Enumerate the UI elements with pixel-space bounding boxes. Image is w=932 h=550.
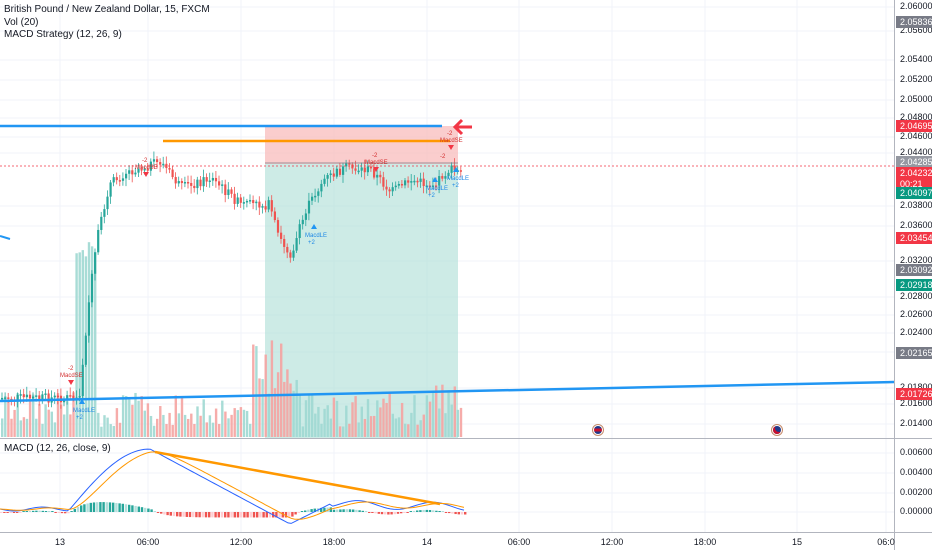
svg-text:+2: +2 <box>76 415 84 421</box>
svg-text:-2: -2 <box>372 153 378 159</box>
svg-text:MacdLE: MacdLE <box>305 233 327 239</box>
signal-line <box>0 451 465 520</box>
svg-text:-2: -2 <box>447 131 453 137</box>
time-tick: 06:00 <box>507 537 531 547</box>
divergence-trendline[interactable] <box>154 450 441 506</box>
time-tick: 12:00 <box>229 537 253 547</box>
price-axis-border <box>894 0 895 550</box>
macd-tick: 0.00000 <box>900 506 932 516</box>
price-tick: 2.01600 <box>900 398 932 408</box>
price-tick: 2.02600 <box>900 309 932 319</box>
macd-tick: 0.00600 <box>900 447 932 457</box>
svg-text:+2: +2 <box>428 193 436 199</box>
price-tick: 2.04600 <box>900 131 932 141</box>
macd-pane[interactable] <box>0 439 894 532</box>
price-badge: 2.02165 <box>896 347 932 359</box>
time-tick: 06:0 <box>877 537 895 547</box>
price-tick: 2.05600 <box>900 25 932 35</box>
time-tick: 18:00 <box>322 537 346 547</box>
price-tick: 2.01800 <box>900 382 932 392</box>
support-trendline[interactable] <box>0 380 894 403</box>
symbol-legend[interactable]: British Pound / New Zealand Dollar, 15, … <box>4 4 210 15</box>
price-badge: 2.04232 <box>896 167 932 179</box>
svg-text:+2: +2 <box>308 240 316 246</box>
svg-text:-2: -2 <box>68 366 74 372</box>
price-badge: 2.03092 <box>896 264 932 276</box>
price-tick: 2.06000 <box>900 1 932 11</box>
volume-bars <box>1 242 463 437</box>
red-arrow-icon <box>452 118 472 136</box>
price-tick: 2.04800 <box>900 112 932 122</box>
price-badge: 2.01726 <box>896 388 932 400</box>
time-tick: 12:00 <box>600 537 624 547</box>
svg-text:MacdSE: MacdSE <box>440 138 463 144</box>
price-tick: 2.01400 <box>900 418 932 428</box>
pane-separator[interactable] <box>0 438 932 439</box>
time-axis-border <box>0 532 932 533</box>
macd-legend[interactable]: MACD (12, 26, close, 9) <box>4 443 111 454</box>
price-tick: 2.03600 <box>900 220 932 230</box>
price-badge: 2.04695 <box>896 120 932 132</box>
strategy-legend[interactable]: MACD Strategy (12, 26, 9) <box>4 29 122 40</box>
price-badge: 2.05836 <box>896 16 932 28</box>
svg-text:MacdLE: MacdLE <box>73 408 95 414</box>
svg-text:MacdSE: MacdSE <box>365 160 388 166</box>
volume-legend[interactable]: Vol (20) <box>4 17 39 28</box>
strategy-signals: MacdSEMacdSEMacdSEMacdSE-2-2-2-2-2MacdLE… <box>60 131 469 421</box>
price-tick: 2.05200 <box>900 74 932 84</box>
left-trendline-stub <box>0 235 11 240</box>
price-badge: 2.03454 <box>896 232 932 244</box>
time-tick: 06:00 <box>136 537 160 547</box>
svg-text:MacdLE: MacdLE <box>426 186 448 192</box>
price-tick: 2.04400 <box>900 147 932 157</box>
svg-text:MacdSE: MacdSE <box>135 165 158 171</box>
price-pane[interactable]: MacdSEMacdSEMacdSEMacdSE-2-2-2-2-2MacdLE… <box>0 0 894 438</box>
uk-flag-event-icon[interactable] <box>592 424 604 436</box>
svg-text:MacdLE: MacdLE <box>447 176 469 182</box>
svg-text:+2: +2 <box>452 183 460 189</box>
price-badge: 2.04285 <box>896 156 932 168</box>
macd-tick: 0.00400 <box>900 467 932 477</box>
price-tick: 2.02400 <box>900 327 932 337</box>
nz-flag-event-icon[interactable] <box>771 424 783 436</box>
time-tick: 18:00 <box>693 537 717 547</box>
stop-loss-zone <box>265 126 458 164</box>
svg-text:-2: -2 <box>142 158 148 164</box>
candles <box>1 151 462 409</box>
time-tick: 15 <box>791 537 803 547</box>
time-tick: 13 <box>54 537 66 547</box>
price-tick: 2.03800 <box>900 200 932 210</box>
macd-line <box>0 448 465 524</box>
macd-tick: 0.00200 <box>900 487 932 497</box>
price-tick: 2.05000 <box>900 94 932 104</box>
price-badge: 2.02918 <box>896 279 932 291</box>
price-tick: 2.03200 <box>900 255 932 265</box>
price-tick: 2.05400 <box>900 54 932 64</box>
time-tick: 14 <box>421 537 433 547</box>
price-badge: 2.04097 <box>896 187 932 199</box>
price-tick: 2.02800 <box>900 291 932 301</box>
svg-text:-2: -2 <box>440 154 446 160</box>
macd-grid <box>0 439 894 532</box>
svg-text:MacdSE: MacdSE <box>60 373 83 379</box>
